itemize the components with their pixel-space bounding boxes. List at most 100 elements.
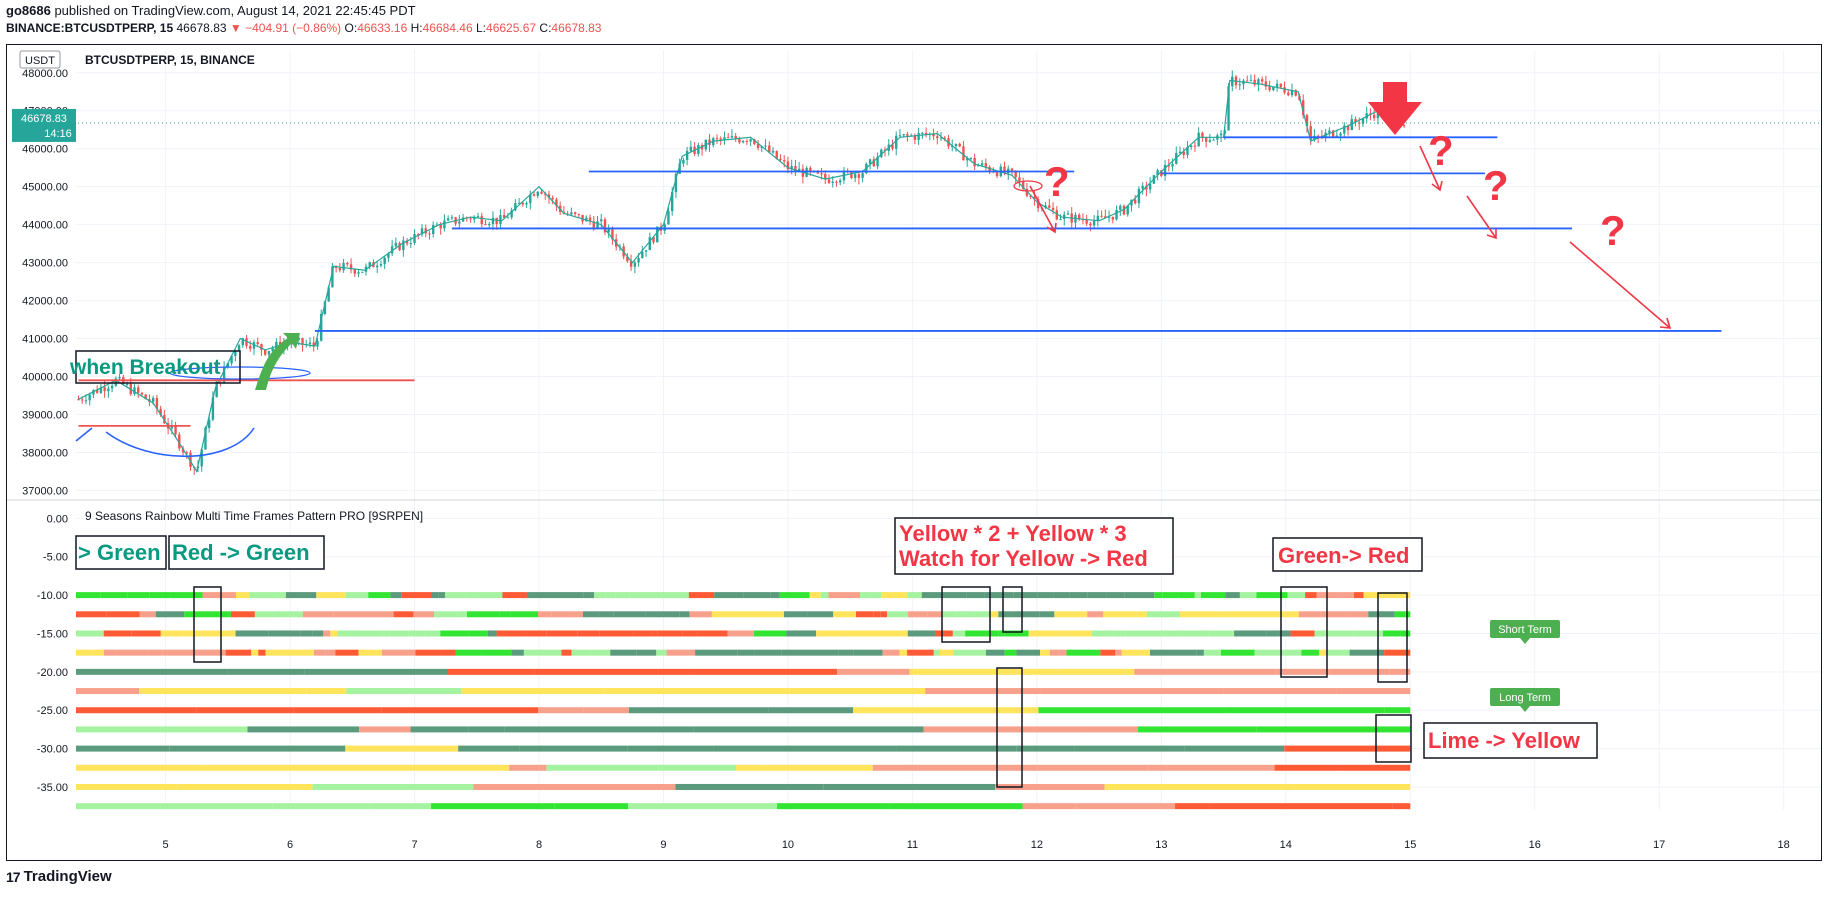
ribbon-segment [628, 783, 676, 790]
ribbon-segment [1113, 630, 1126, 637]
price-tick: 38000.00 [22, 447, 68, 459]
ribbon-segment [1106, 630, 1114, 637]
short-term-label: Short Term [1498, 624, 1552, 636]
candle-body [1029, 195, 1032, 197]
ribbon-segment [1013, 592, 1038, 599]
ribbon-segment [603, 688, 790, 695]
candle-body [839, 180, 842, 183]
candle-body [514, 203, 517, 211]
candle-body [1115, 209, 1118, 220]
candle-body [1246, 80, 1249, 82]
candle-body [861, 173, 864, 178]
price-axis: 48000.0047000.0046000.0045000.0044000.00… [22, 68, 68, 498]
ribbon-segment [393, 611, 414, 618]
candle-body [1126, 205, 1129, 215]
time-tick: 17 [1653, 839, 1665, 851]
candle-body [510, 210, 513, 218]
candle-body [1156, 170, 1159, 176]
ribbon-segment [907, 649, 934, 656]
ribbon-segment [1406, 649, 1411, 656]
ribbon-segment [1301, 649, 1319, 656]
ribbon-segment [1069, 592, 1088, 599]
tradingview-footer[interactable]: 17 TradingView [6, 868, 112, 885]
candle-body [1339, 133, 1342, 136]
ribbon-segment [368, 592, 391, 599]
time-tick: 12 [1031, 839, 1043, 851]
candle-body [726, 137, 730, 139]
ribbon-segment [1389, 668, 1411, 675]
ribbon-segment [230, 611, 255, 618]
ribbon-segment [956, 611, 963, 618]
candle-body [349, 264, 353, 270]
ribbon-segment [434, 611, 448, 618]
ribbon-segment [448, 668, 535, 675]
ribbon-segment [1200, 630, 1209, 637]
ribbon-segment [711, 611, 741, 618]
ribbon-segment [1200, 592, 1226, 599]
ribbon-segment [390, 592, 402, 599]
value-tick: -10.00 [37, 590, 68, 602]
ribbon-segment [519, 745, 628, 752]
ribbon-segment [147, 649, 163, 656]
candle-body [263, 349, 267, 355]
ribbon-segment [989, 630, 999, 637]
candle-body [588, 217, 592, 222]
ribbon-segment [1041, 688, 1224, 695]
candle-body [323, 301, 327, 314]
ribbon-segment [170, 592, 203, 599]
red-arrows [1029, 145, 1672, 329]
ribbon-segment [160, 630, 169, 637]
value-tick: -25.00 [37, 705, 68, 717]
ribbon-segment [213, 630, 236, 637]
ribbon-segment [139, 611, 156, 618]
ribbon-segment [302, 611, 319, 618]
ribbon-segment [773, 611, 784, 618]
ribbon-segment [1091, 630, 1107, 637]
candle-body [297, 338, 300, 340]
ribbon-segment [478, 592, 503, 599]
candle-body [1055, 210, 1058, 220]
ribbon-segment [1353, 592, 1364, 599]
ribbon-segment [127, 592, 150, 599]
lime-yellow-box [1423, 722, 1598, 759]
ribbon-segment [855, 611, 874, 618]
candle-body [1119, 205, 1122, 210]
ribbon-segment [953, 649, 986, 656]
candle-body [368, 262, 371, 267]
candle-body [432, 225, 435, 234]
candle-body [506, 217, 510, 219]
ribbon-segment [534, 668, 693, 675]
ribbon-segment [939, 649, 954, 656]
candle-body [1145, 185, 1148, 190]
ribbon-segment [76, 783, 177, 790]
ribbon-segment [627, 803, 778, 810]
tradingview-logo-icon: 17 [6, 868, 21, 885]
ribbon-segment [1037, 764, 1148, 771]
value-tick: 0.00 [47, 513, 68, 525]
ribbon-segment [1162, 592, 1179, 599]
candle-body [644, 250, 648, 252]
ribbon-segment [1225, 592, 1240, 599]
question-mark-1: ? [1044, 158, 1070, 205]
ribbon-segment [468, 630, 488, 637]
candle-body [913, 135, 917, 140]
value-tick: -35.00 [37, 782, 68, 794]
ribbon-segment [1382, 630, 1394, 637]
candle-body [446, 218, 450, 221]
candle-body [361, 271, 364, 273]
ribbon-segment [908, 611, 928, 618]
ribbon-segment [1400, 630, 1411, 637]
ribbon-segment [457, 611, 467, 618]
ribbon-segment [881, 592, 908, 599]
ribbon-segment [675, 783, 824, 790]
ribbon-segment [258, 649, 266, 656]
ribbon-segment [1392, 803, 1411, 810]
ribbon-segment [76, 688, 140, 695]
ribbon-segment [889, 803, 1023, 810]
ribbon-segment [899, 649, 908, 656]
ribbon-segment [346, 688, 462, 695]
ribbon-segment [1062, 630, 1072, 637]
candle-body [674, 173, 678, 193]
candle-body [476, 216, 480, 218]
